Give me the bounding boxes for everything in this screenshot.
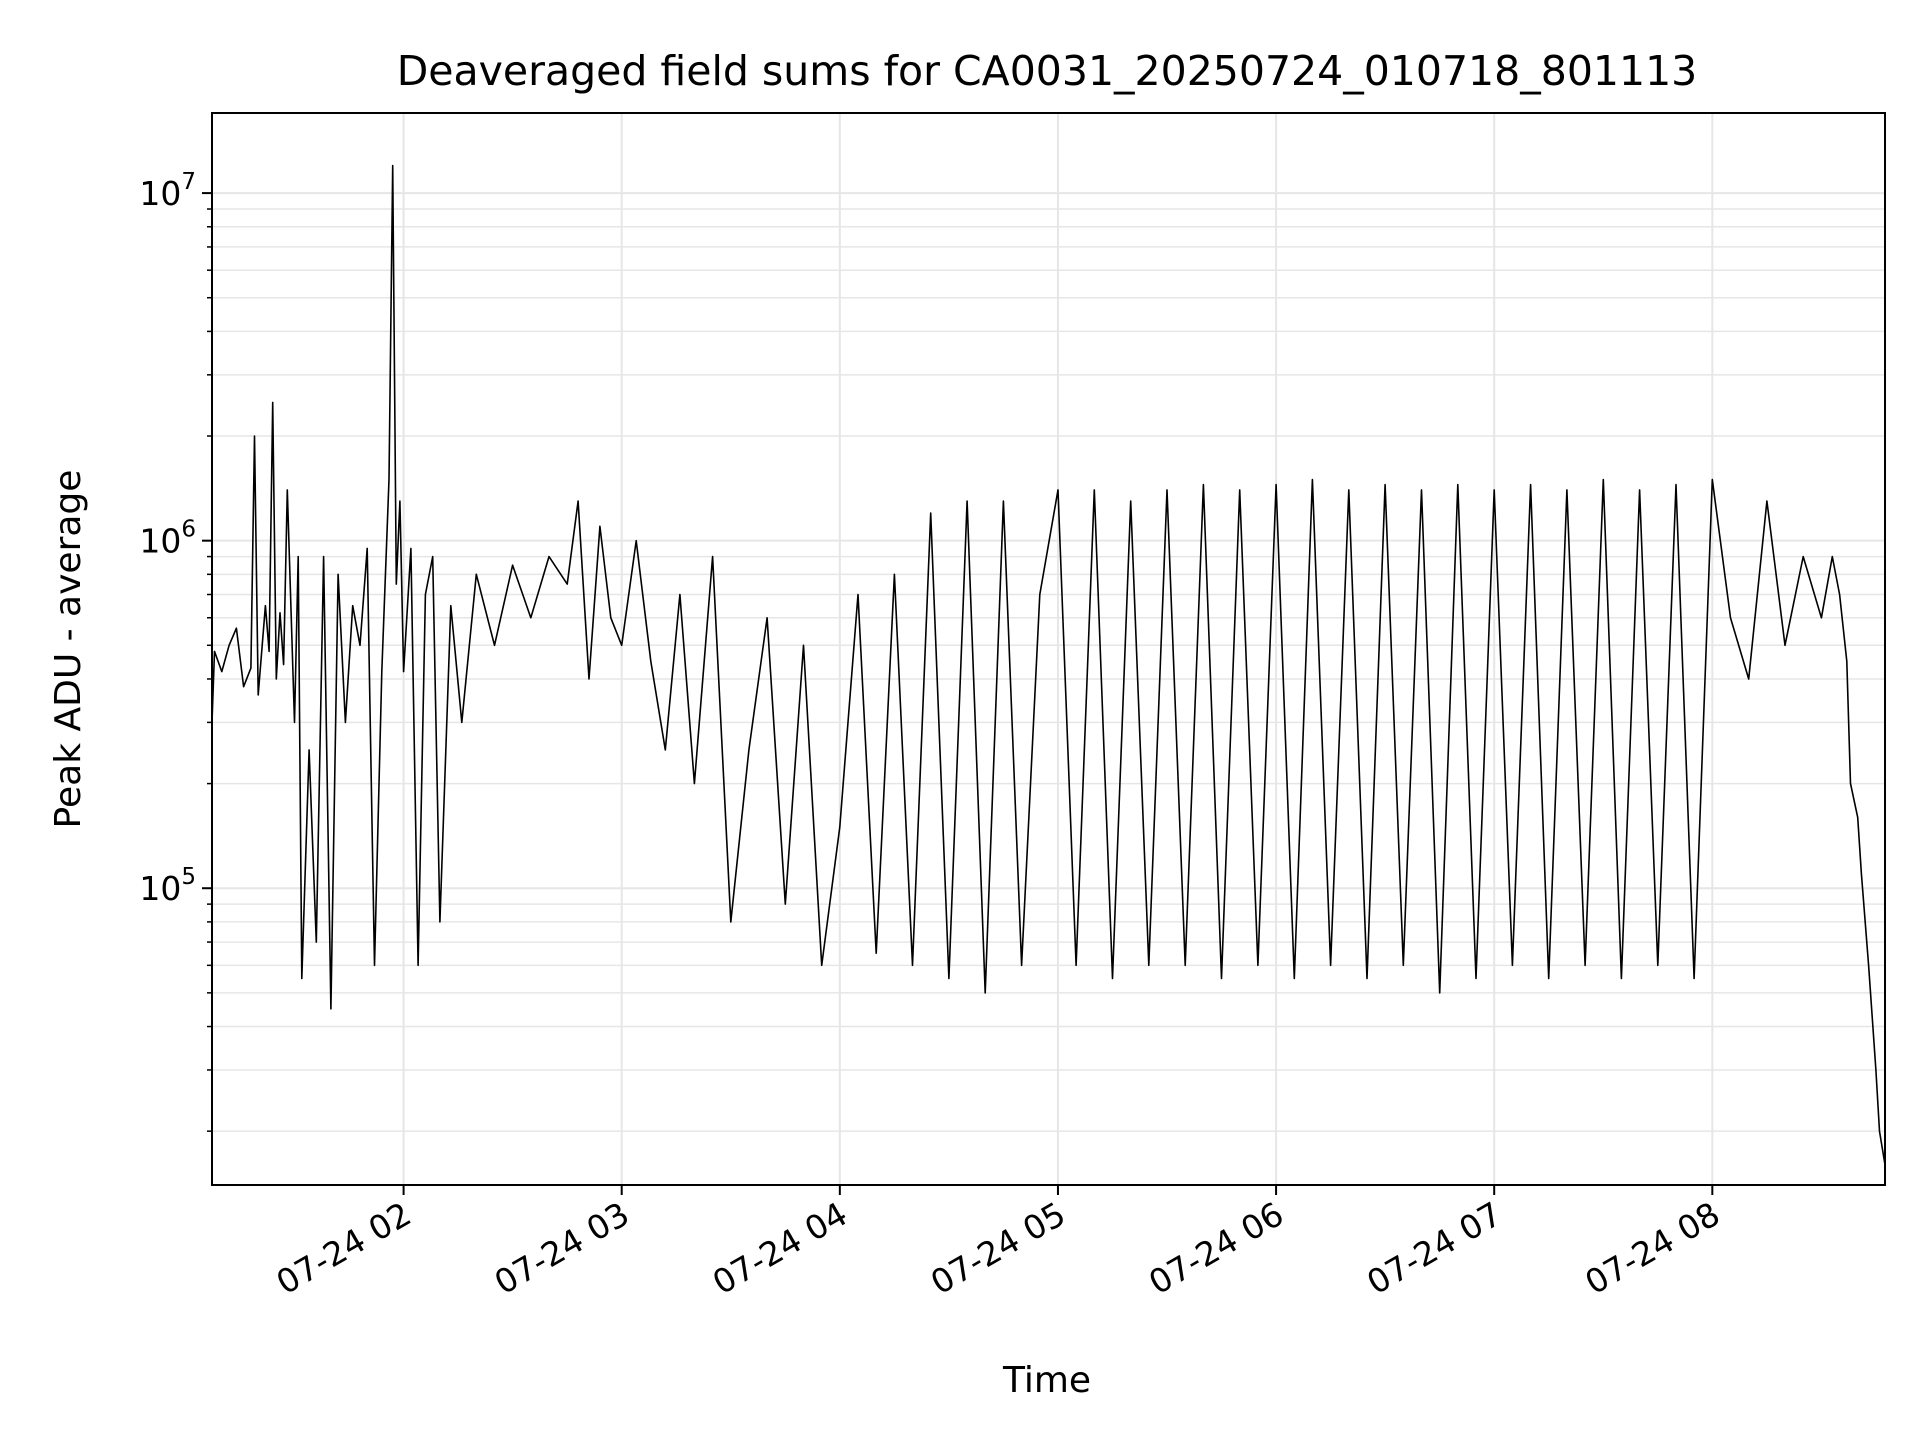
y-axis: 105 106 107: [139, 169, 212, 1132]
y-tick-label: 107: [139, 169, 196, 213]
chart-title: Deaveraged field sums for CA0031_2025072…: [397, 47, 1698, 95]
plot-frame: [211, 112, 1886, 1186]
x-axis-label: Time: [1002, 1360, 1091, 1401]
y-tick-label: 106: [139, 517, 196, 561]
y-tick-label: 105: [139, 864, 196, 908]
series-line: [211, 164, 1886, 1165]
series-layer: [211, 164, 1886, 1165]
y-axis-label: Peak ADU - average: [48, 470, 89, 829]
